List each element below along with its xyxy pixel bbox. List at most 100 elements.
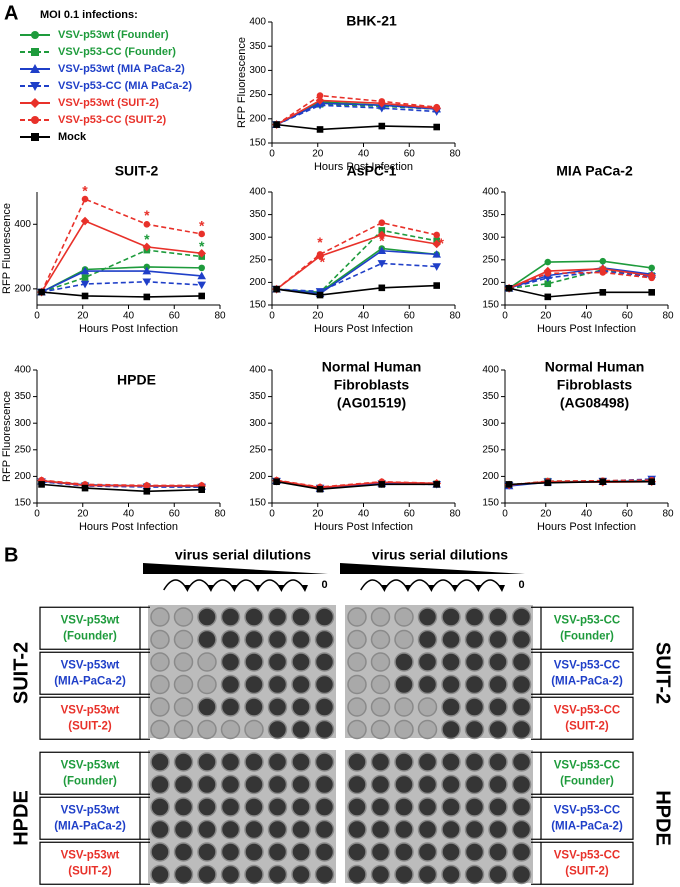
x-tick-label: 40	[358, 149, 370, 160]
well	[244, 652, 264, 672]
y-tick-label: 250	[249, 254, 266, 265]
data-point	[648, 264, 655, 272]
x-tick-label: 60	[622, 509, 634, 520]
well	[173, 797, 194, 817]
well	[488, 719, 508, 740]
well	[511, 652, 532, 672]
well	[197, 607, 217, 627]
series-line	[276, 94, 437, 126]
well	[291, 719, 311, 740]
virus-label: (Founder)	[560, 775, 614, 787]
well	[464, 752, 485, 772]
well	[267, 607, 288, 627]
well	[150, 697, 170, 717]
well	[394, 629, 414, 650]
well	[394, 774, 414, 795]
data-point	[433, 123, 440, 131]
data-point	[316, 251, 324, 258]
x-axis-label: Hours Post Infection	[79, 323, 178, 335]
well	[173, 629, 194, 650]
y-tick-label: 250	[14, 444, 31, 455]
legend-label: VSV-p53wt (MIA PaCa-2)	[58, 63, 185, 75]
data-point	[273, 478, 280, 486]
chart-title: (AG01519)	[337, 395, 406, 411]
well	[244, 697, 264, 717]
y-tick-label: 200	[14, 471, 31, 482]
y-tick-label: 300	[249, 418, 266, 429]
well	[267, 819, 288, 840]
legend-label: Mock	[58, 131, 87, 143]
well	[291, 607, 311, 627]
well	[267, 864, 288, 885]
well	[244, 719, 264, 740]
x-tick-label: 20	[77, 509, 89, 520]
y-tick-label: 400	[482, 365, 499, 376]
well	[150, 797, 170, 817]
well	[150, 719, 170, 740]
data-point	[599, 257, 607, 265]
data-point	[544, 280, 552, 288]
x-tick-label: 40	[581, 509, 593, 520]
data-point	[378, 122, 386, 130]
legend-marker	[31, 48, 39, 56]
well	[488, 629, 508, 650]
well	[267, 774, 288, 795]
well	[441, 607, 461, 627]
x-tick-label: 0	[34, 509, 40, 520]
legend-marker	[30, 64, 40, 73]
well	[267, 697, 288, 717]
well	[314, 797, 335, 817]
cell-line-label: HPDE	[10, 790, 32, 846]
well	[150, 607, 170, 627]
well	[220, 752, 241, 772]
well	[394, 752, 414, 772]
well	[347, 842, 367, 862]
virus-label: (SUIT-2)	[565, 865, 609, 877]
data-point	[433, 231, 441, 239]
well	[173, 819, 194, 840]
legend-marker	[31, 31, 39, 39]
well	[441, 774, 461, 795]
virus-label: VSV-p53wt	[61, 759, 120, 771]
well	[314, 819, 335, 840]
well	[488, 864, 508, 885]
label-box	[39, 841, 141, 885]
series-line	[276, 262, 437, 293]
virus-label: VSV-p53wt	[61, 659, 120, 671]
well	[314, 629, 335, 650]
y-tick-label: 150	[249, 300, 266, 311]
data-point	[315, 101, 325, 110]
well	[314, 719, 335, 740]
data-point	[599, 289, 607, 296]
data-point	[142, 278, 152, 287]
data-point	[543, 274, 553, 283]
dilution-wedge	[143, 563, 328, 574]
well	[441, 674, 461, 695]
well	[220, 774, 241, 795]
well	[173, 697, 194, 717]
virus-label: (MIA-PaCa-2)	[54, 820, 126, 832]
well	[370, 629, 391, 650]
series-line	[276, 104, 437, 126]
series-line	[508, 267, 652, 290]
series-line	[41, 270, 202, 293]
data-point	[377, 104, 387, 113]
well	[150, 864, 170, 885]
data-point	[432, 250, 441, 258]
well	[347, 697, 367, 717]
well	[291, 752, 311, 772]
chart-title: Normal Human	[322, 359, 422, 375]
x-tick-label: 0	[269, 311, 275, 322]
well	[291, 797, 311, 817]
data-point	[378, 284, 386, 292]
series-line	[276, 221, 437, 290]
well	[220, 697, 241, 717]
well	[441, 797, 461, 817]
well	[220, 607, 241, 627]
data-point	[648, 289, 655, 296]
x-tick-label: 0	[502, 509, 508, 520]
series-line	[276, 234, 437, 290]
y-tick-label: 250	[482, 444, 499, 455]
data-point	[273, 285, 280, 293]
data-point	[544, 258, 552, 266]
